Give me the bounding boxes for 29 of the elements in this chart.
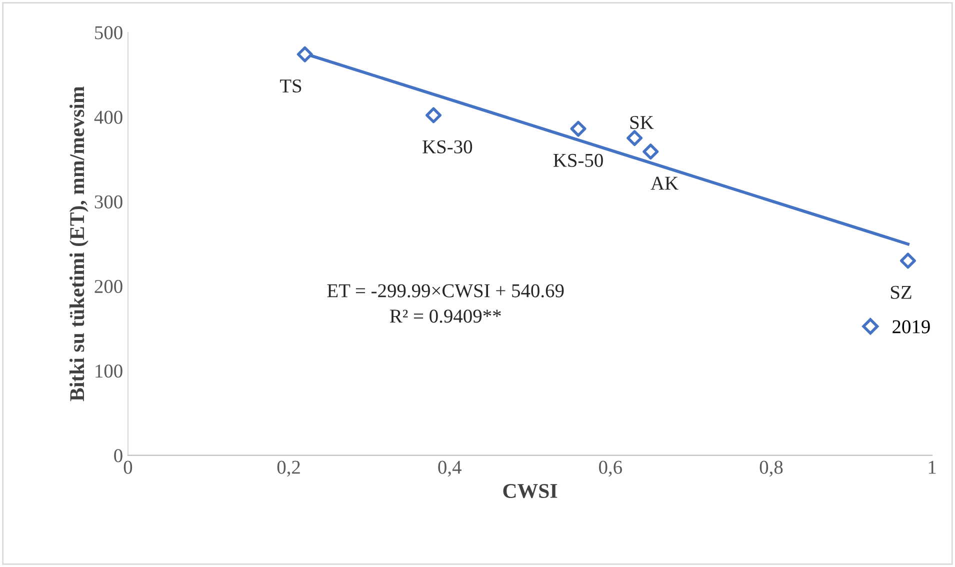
point: [426, 107, 442, 124]
x-tick-label: 0,2: [277, 460, 300, 477]
annotation: KS-50: [553, 154, 603, 167]
y-axis-title: Bitki su tüketimi (ET), mm/mevsim: [69, 86, 88, 402]
x-tick-label: 0,4: [438, 460, 462, 477]
x-axis-title: CWSI: [503, 484, 558, 498]
x-tick-label: 0,6: [599, 460, 622, 477]
point: [642, 144, 659, 160]
legend-label: 2019: [892, 320, 930, 334]
point: [900, 252, 916, 269]
y-tick-label: 200: [94, 280, 122, 294]
annotation: R² = 0.9409**: [390, 310, 501, 323]
y-tick-label: 500: [95, 26, 122, 40]
annotation: TS: [280, 79, 302, 93]
annotation: SK: [630, 116, 654, 130]
annotation: AK: [650, 176, 678, 190]
point: [296, 46, 313, 62]
annotation: ET = -299.99×CWSI + 540.69: [327, 284, 564, 298]
y-tick-label: 300: [94, 195, 122, 208]
y-tick-label: 0: [114, 449, 122, 462]
x-tick-label: 0: [124, 460, 132, 474]
x-tick-label: 1: [928, 460, 936, 474]
annotation: KS-30: [422, 140, 472, 154]
y-tick-label: 100: [96, 364, 122, 378]
x-tick-label: 0,8: [760, 460, 783, 477]
point: [570, 120, 586, 137]
annotation: SZ: [890, 286, 912, 299]
y-tick-label: 400: [94, 110, 122, 124]
point: [626, 130, 643, 146]
